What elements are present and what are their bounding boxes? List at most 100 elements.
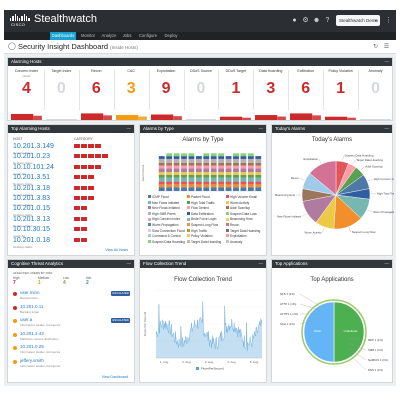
panel-collapse-icon[interactable]: — xyxy=(384,261,390,266)
host-row[interactable]: 10.201.3.149 Desktop-Sales xyxy=(13,143,131,155)
category-badge[interactable] xyxy=(88,154,94,159)
host-row[interactable]: 10.10.101.24 Catch All xyxy=(13,164,131,176)
risk-info-count[interactable]: 2 xyxy=(86,280,89,286)
nav-configure[interactable]: Configure xyxy=(138,33,158,38)
refresh-icon[interactable]: ↻ xyxy=(372,44,379,50)
legend-item[interactable]: Target Data Hoarding xyxy=(187,240,221,244)
panel-collapse-icon[interactable]: — xyxy=(384,126,390,131)
settings-icon[interactable]: ⚙ xyxy=(302,17,309,24)
nav-dashboards[interactable]: Dashboards xyxy=(50,32,76,40)
legend-item[interactable]: Suspect Data Loss xyxy=(226,212,257,216)
host-ip-link[interactable]: 10.201.0.18 xyxy=(13,236,50,244)
panel-collapse-icon[interactable]: — xyxy=(126,261,132,266)
category-badge[interactable] xyxy=(74,206,80,211)
menu-icon[interactable]: ☰ xyxy=(383,44,390,50)
legend-item[interactable]: High SMB Peers xyxy=(148,212,176,216)
host-ip-link[interactable]: 10.201.3.83 xyxy=(13,195,50,202)
host-ip-link[interactable]: 10.201.3.51 xyxy=(13,174,50,182)
host-row[interactable]: 10.201.3.83 Desktop-Sales xyxy=(13,195,131,207)
alarm-category-tile[interactable]: Exfiltration 6 xyxy=(288,67,323,123)
host-row[interactable]: 10.201.3.51 Desktop-Sales xyxy=(13,174,131,186)
legend-item[interactable]: Flow Denied xyxy=(187,206,209,210)
panel-collapse-icon[interactable]: — xyxy=(384,59,390,64)
category-badge[interactable] xyxy=(74,164,80,169)
search-icon[interactable]: ● xyxy=(292,17,297,24)
category-badge[interactable] xyxy=(74,185,80,190)
legend-item[interactable]: Recon xyxy=(226,223,239,227)
category-badge[interactable] xyxy=(88,185,94,190)
affected-user-name[interactable]: 10.201.0.11 xyxy=(20,303,44,309)
category-badge[interactable] xyxy=(81,175,87,180)
alarm-category-tile[interactable]: DDoS Target 1 xyxy=(218,67,253,123)
affected-user-name[interactable]: user.minn xyxy=(20,290,40,295)
domain-selector[interactable]: Stealthwatch Demo ▾ xyxy=(336,15,380,26)
alarm-category-tile[interactable]: C&C 3 xyxy=(114,67,149,123)
category-badge[interactable] xyxy=(88,175,94,180)
nav-analyze[interactable]: Analyze xyxy=(101,33,117,38)
escalated-badge[interactable]: ESCALATED xyxy=(111,291,131,296)
category-badge[interactable] xyxy=(81,185,87,190)
legend-item[interactable]: Suspect Long Flow xyxy=(187,223,218,227)
legend-item[interactable]: Slow Connection Flood xyxy=(148,229,185,233)
panel-collapse-icon[interactable]: — xyxy=(126,126,132,131)
affected-user-name[interactable]: jeffery.smith xyxy=(20,358,44,363)
legend-item[interactable]: High Concern Index xyxy=(148,217,180,221)
legend-item[interactable]: Exploitation xyxy=(226,234,246,238)
alarm-category-tile[interactable]: Exploitation 9 xyxy=(149,67,184,123)
category-badge[interactable] xyxy=(102,154,108,159)
category-badge[interactable] xyxy=(74,237,80,242)
panel-collapse-icon[interactable]: — xyxy=(258,261,264,266)
host-ip-link[interactable]: 10.201.3.13 xyxy=(13,215,50,223)
host-ip-link[interactable]: 10.201.3.149 xyxy=(13,143,54,150)
view-all-hosts-link[interactable]: View All Hosts xyxy=(105,248,128,252)
category-badge[interactable] xyxy=(95,144,101,148)
legend-item[interactable]: Target Data Hoarding xyxy=(226,229,260,233)
alarm-category-tile[interactable]: Data Hoarding 3 xyxy=(253,67,288,123)
risk-low-count[interactable]: 4 xyxy=(63,280,66,286)
help-icon[interactable]: ? xyxy=(325,17,330,24)
legend-item[interactable]: Data Exfiltration xyxy=(187,212,214,216)
category-badge[interactable] xyxy=(81,154,87,159)
affected-user-row[interactable]: jeffery.smith Information stealer, Ad inj… xyxy=(13,358,131,370)
legend-item[interactable]: Worm Propagation xyxy=(148,223,179,227)
category-badge[interactable] xyxy=(74,216,80,221)
affected-user-name[interactable]: 10.201.3.43 xyxy=(20,330,44,336)
affected-user-row[interactable]: 10.201.3.43 Malicious content distributio… xyxy=(13,331,131,343)
host-row[interactable]: 10.201.0.15 Desktop-Sales xyxy=(13,205,131,217)
host-row[interactable]: 10.201.0.18 Desktop-Sales xyxy=(13,236,131,249)
panel-collapse-icon[interactable]: — xyxy=(258,126,264,131)
alarm-category-tile[interactable]: Target Index 0 xyxy=(44,67,79,123)
nav-deploy[interactable]: Deploy xyxy=(164,33,178,38)
host-ip-link[interactable]: 10.10.30.15 xyxy=(13,226,50,234)
affected-user-row[interactable]: user.minn Ransomware ESCALATED xyxy=(13,290,131,302)
category-badge[interactable] xyxy=(74,154,80,159)
legend-item[interactable]: Suspect Data Hoarding xyxy=(148,240,185,244)
risk-medium-count[interactable]: 1 xyxy=(38,280,41,286)
alarm-category-tile[interactable]: DDoS Source 0 xyxy=(184,67,219,123)
grid-icon[interactable]: ⋮ xyxy=(385,17,392,24)
legend-item[interactable]: High Volume Email xyxy=(226,195,257,199)
risk-high-count[interactable]: 7 xyxy=(13,280,16,286)
category-badge[interactable] xyxy=(88,164,94,169)
alarm-category-tile[interactable]: Policy Violation 1 xyxy=(323,67,358,123)
category-badge[interactable] xyxy=(74,227,80,232)
legend-item[interactable]: Addr Scan/tcp xyxy=(226,206,250,210)
nav-jobs[interactable]: Jobs xyxy=(122,33,132,38)
alarm-category-tile[interactable]: Recon 6 xyxy=(79,67,114,123)
host-ip-link[interactable]: 10.201.0.15 xyxy=(13,205,50,213)
affected-user-row[interactable]: 10.201.0.11 Banking trojan xyxy=(13,304,131,316)
host-ip-link[interactable]: 10.201.3.18 xyxy=(13,184,50,192)
category-badge[interactable] xyxy=(95,154,101,159)
category-badge[interactable] xyxy=(74,196,80,200)
cisco-logo[interactable]: CISCO xyxy=(10,14,30,28)
category-badge[interactable] xyxy=(81,196,87,200)
legend-item[interactable]: ICMP Flood xyxy=(148,195,169,199)
category-badge[interactable] xyxy=(74,175,80,180)
nav-monitor[interactable]: Monitor xyxy=(81,33,95,38)
host-row[interactable]: 10.201.3.13 Desktop-Sales xyxy=(13,215,131,228)
host-row[interactable]: 10.201.0.23 Desktop-Sales xyxy=(13,153,131,165)
escalated-badge[interactable]: ESCALATED xyxy=(111,318,131,323)
category-badge[interactable] xyxy=(81,164,87,169)
host-row[interactable]: 10.10.30.15 Catch All xyxy=(13,226,131,238)
legend-item[interactable]: High Total Traffic xyxy=(187,201,215,205)
